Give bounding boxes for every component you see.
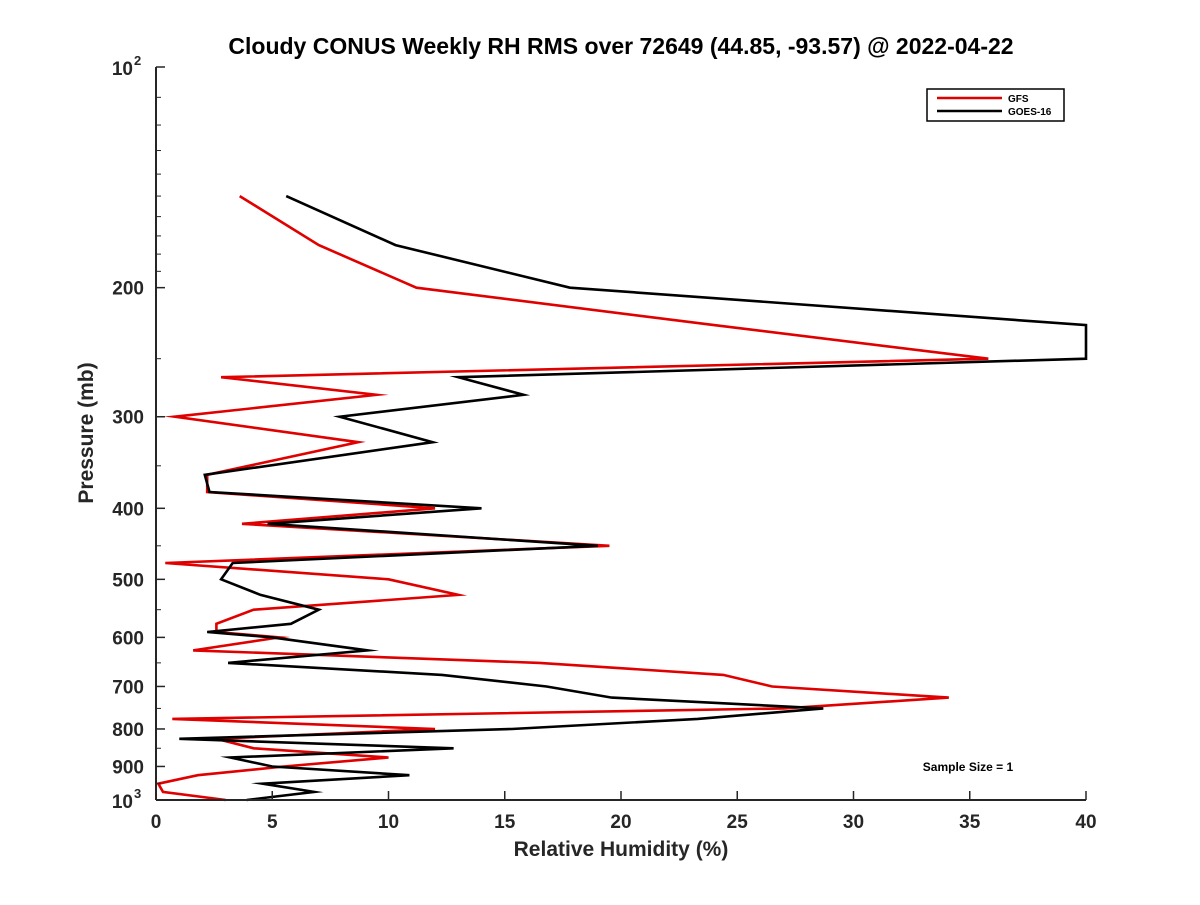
y-tick-label: 300 (112, 408, 144, 429)
legend: GFS GOES-16 (926, 88, 1065, 122)
y-tick-label: 700 (112, 677, 144, 698)
y-tick-label-exponent: 3 (134, 786, 141, 801)
x-tick-label: 40 (1075, 812, 1096, 833)
y-tick-label: 10 (112, 59, 133, 80)
y-tick-label-exponent: 2 (134, 53, 141, 68)
x-tick-label: 20 (610, 812, 631, 833)
y-axis-label: Pressure (mb) (75, 362, 98, 503)
series-line-goes-16 (179, 194, 1088, 802)
x-tick-label: 35 (959, 812, 981, 833)
sample-size-annotation: Sample Size = 1 (923, 760, 1014, 774)
chart-title: Cloudy CONUS Weekly RH RMS over 72649 (4… (228, 33, 1013, 59)
x-tick-label: 0 (151, 812, 162, 833)
y-tick-label: 800 (112, 720, 144, 741)
legend-box (926, 88, 1065, 122)
legend-entry-label: GOES-16 (1008, 107, 1052, 118)
x-axis-label: Relative Humidity (%) (514, 838, 729, 861)
x-tick-label: 25 (727, 812, 749, 833)
y-tick-label: 400 (112, 499, 144, 520)
legend-entry-label: GFS (1008, 94, 1029, 105)
x-tick-label: 30 (843, 812, 864, 833)
x-tick-label: 10 (378, 812, 399, 833)
y-tick-label: 200 (112, 279, 144, 300)
series-line-gfs (156, 194, 989, 802)
y-tick-label: 500 (112, 570, 144, 591)
y-tick-label: 900 (112, 757, 144, 778)
series-layer (156, 194, 1088, 802)
y-tick-label: 10 (112, 792, 133, 813)
y-tick-label: 600 (112, 628, 144, 649)
x-tick-label: 5 (267, 812, 278, 833)
x-tick-label: 15 (494, 812, 516, 833)
